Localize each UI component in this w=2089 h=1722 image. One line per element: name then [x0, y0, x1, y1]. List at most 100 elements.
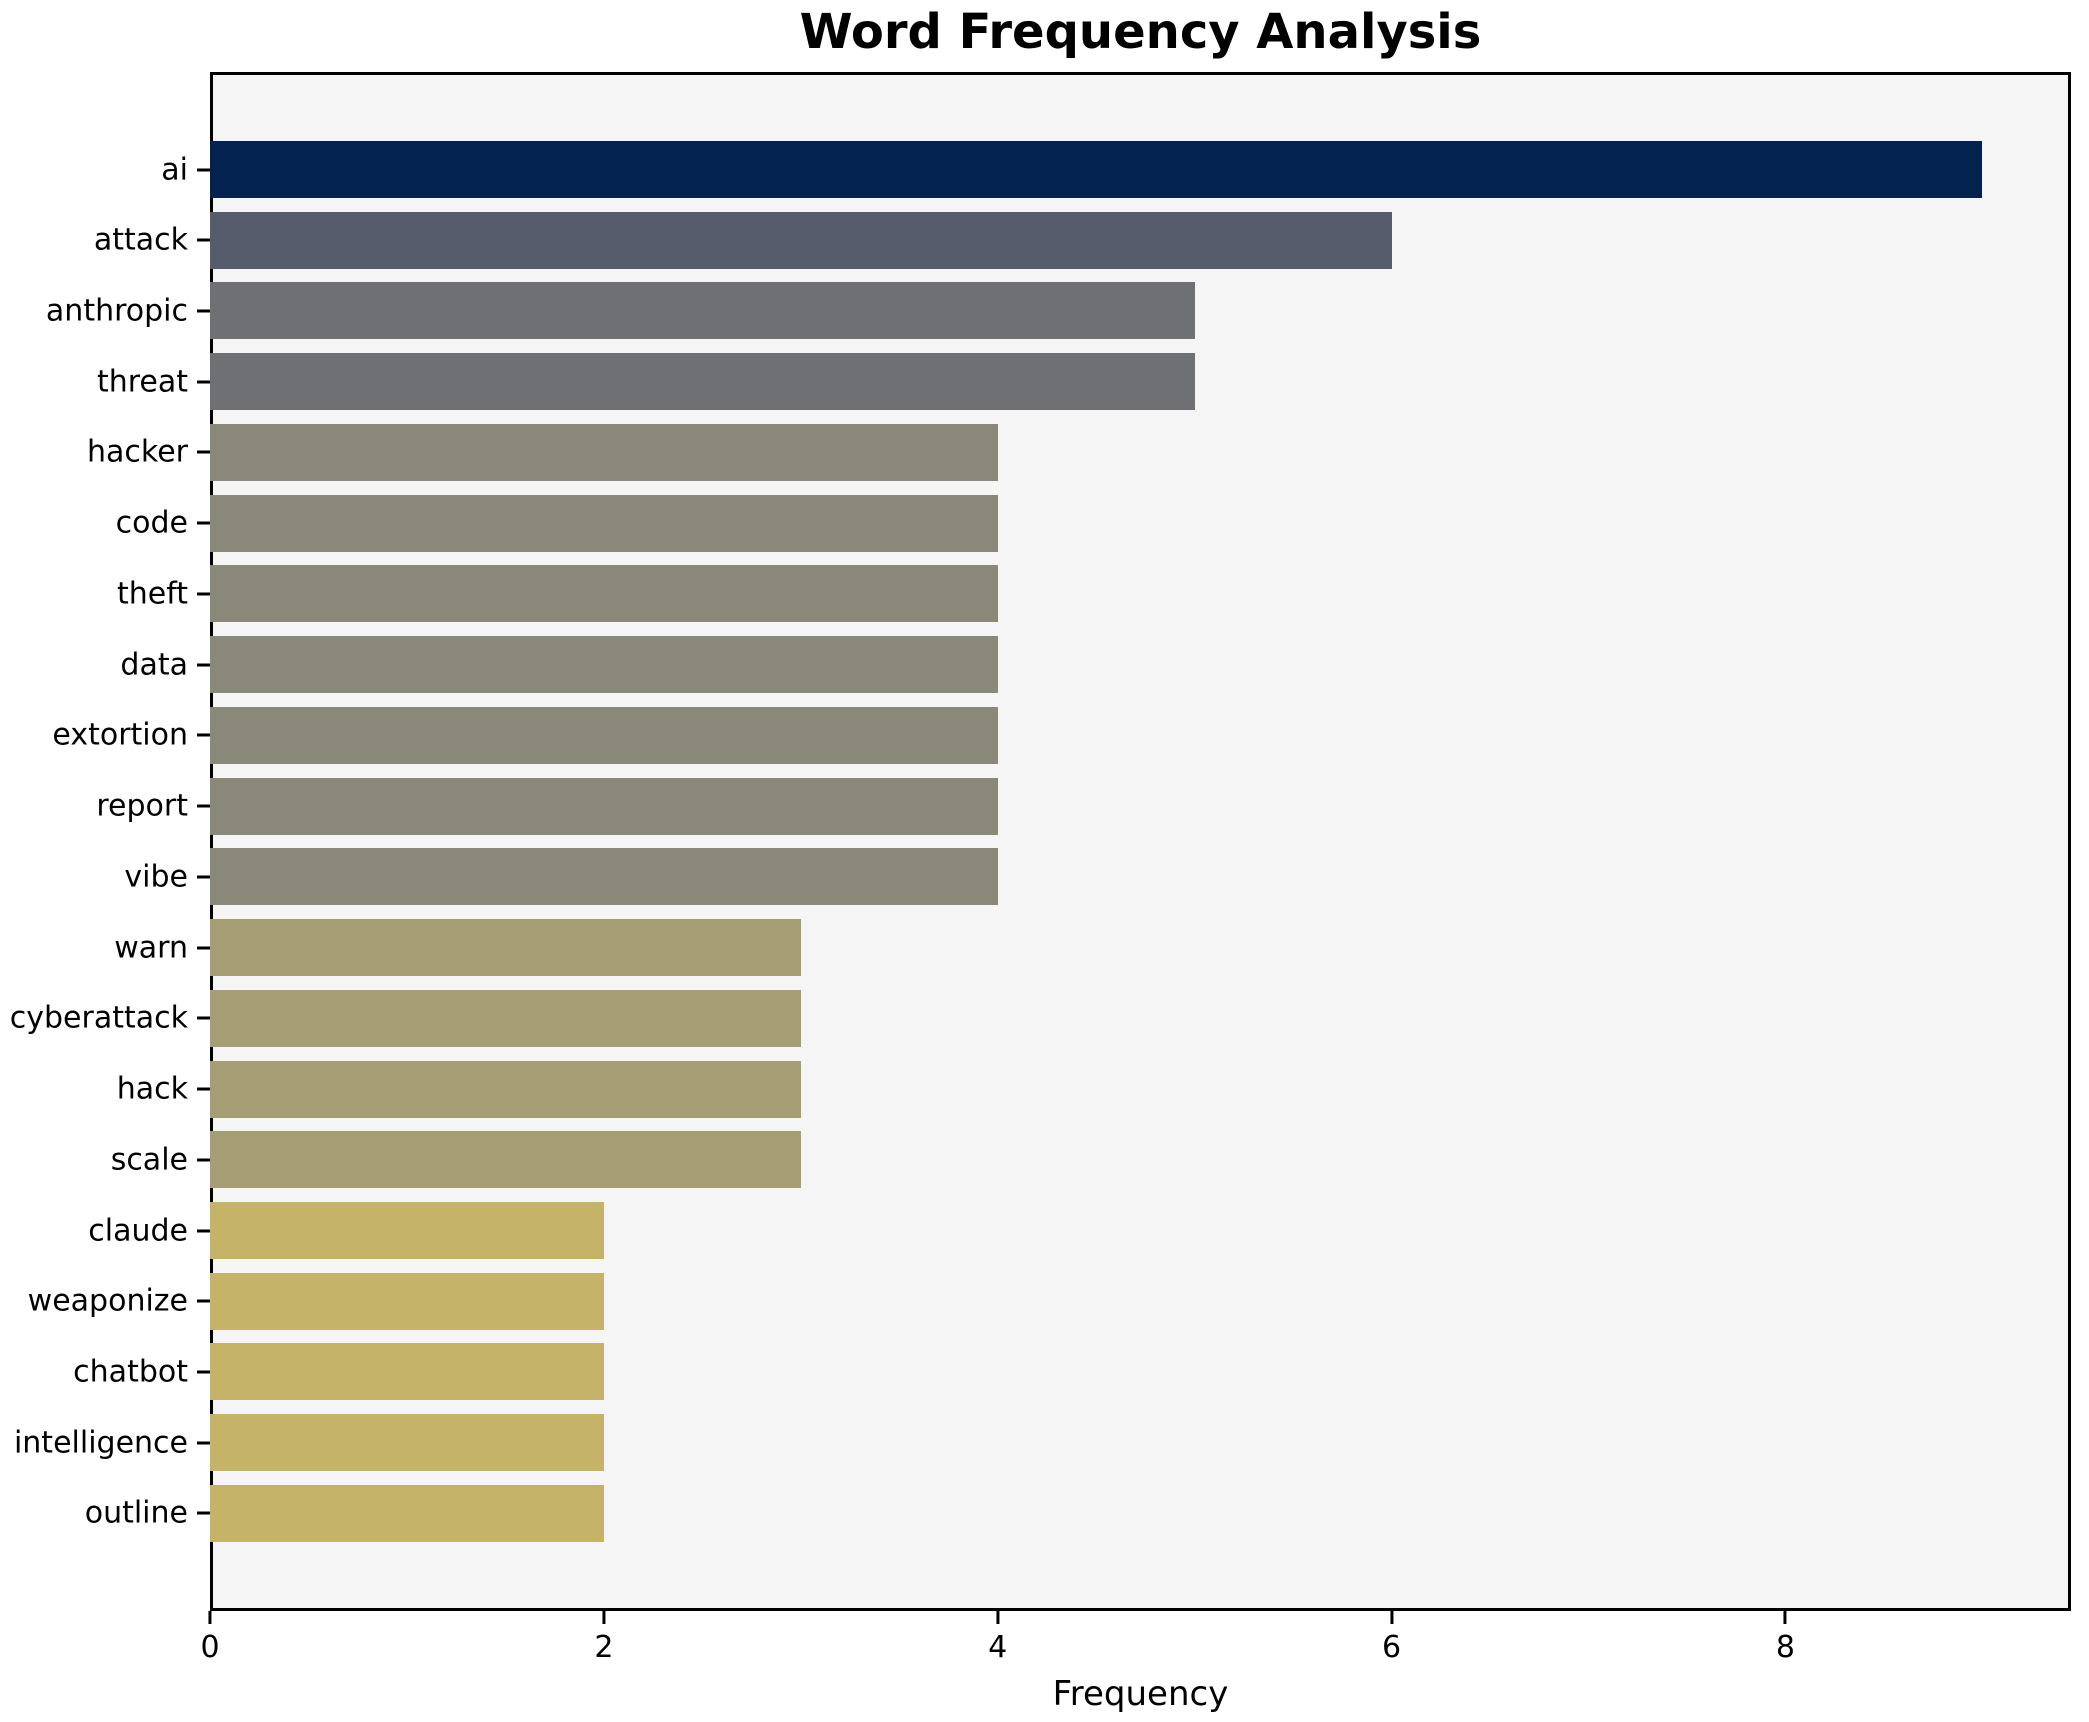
bar-row: report	[96, 777, 2071, 835]
y-axis-label: hacker	[87, 434, 188, 470]
y-axis-label: data	[120, 647, 188, 683]
bar-row: data	[120, 636, 2071, 694]
x-tick: 8	[1776, 1611, 1795, 1665]
y-axis-label: ai	[161, 152, 188, 187]
x-axis: 0 2 4 6 8	[200, 1611, 2071, 1671]
bar	[210, 919, 801, 977]
x-axis-label: Frequency	[1052, 1674, 1229, 1714]
y-tick-mark	[197, 521, 210, 525]
bar	[210, 282, 1195, 340]
x-tick: 2	[594, 1611, 613, 1665]
x-tick-label: 8	[1775, 1630, 1795, 1665]
bar	[210, 1060, 801, 1118]
bar-row: warn	[114, 919, 2071, 977]
bar-row: claude	[88, 1202, 2071, 1260]
x-tick-mark	[1390, 1611, 1394, 1624]
bar	[210, 636, 998, 694]
y-tick-mark	[197, 875, 210, 879]
y-axis-label: scale	[110, 1142, 188, 1178]
y-tick-mark	[197, 309, 210, 313]
bar	[210, 1343, 604, 1401]
bar-rows: ai attack anthropic threat hacker code theft da…	[10, 72, 2071, 1611]
x-tick: 4	[988, 1611, 1007, 1665]
y-tick-mark	[197, 1229, 210, 1233]
bar-row: theft	[117, 565, 2071, 623]
y-tick-mark	[197, 1511, 210, 1515]
bar	[210, 1272, 604, 1330]
y-tick-mark	[197, 168, 210, 171]
y-tick-mark	[197, 733, 210, 737]
y-axis-label: extortion	[52, 717, 188, 753]
bar-row: ai	[161, 141, 2071, 198]
y-axis-label: code	[115, 505, 188, 541]
y-axis-label: weaponize	[27, 1283, 188, 1319]
bar	[210, 848, 998, 906]
x-tick: 0	[200, 1611, 220, 1665]
y-tick-mark	[197, 380, 210, 384]
y-axis-label: vibe	[124, 859, 188, 895]
y-axis-label: report	[96, 788, 188, 824]
x-tick-mark	[1783, 1611, 1787, 1624]
x-tick: 6	[1382, 1611, 1401, 1665]
x-tick-label: 2	[594, 1630, 614, 1665]
y-tick-mark	[197, 1016, 210, 1020]
y-tick-mark	[197, 663, 210, 667]
bar-row: scale	[111, 1131, 2071, 1189]
bar-row: outline	[85, 1484, 2071, 1542]
x-tick-mark	[208, 1611, 212, 1624]
y-tick-mark	[197, 946, 210, 950]
bar-row: cyberattack	[10, 989, 2071, 1047]
x-tick-mark	[996, 1611, 1000, 1624]
bar	[210, 494, 998, 552]
x-tick-label: 6	[1382, 1630, 1402, 1665]
y-axis-label: claude	[88, 1213, 188, 1249]
bar	[210, 1484, 604, 1542]
bar	[210, 1202, 604, 1260]
bar-row: code	[116, 494, 2071, 552]
bar-row: hacker	[87, 423, 2071, 481]
bar	[210, 777, 998, 835]
x-tick-label: 0	[200, 1630, 220, 1665]
bar-row: threat	[97, 353, 2071, 411]
bar	[210, 1131, 801, 1189]
bar-row: vibe	[124, 848, 2071, 906]
y-axis-label: intelligence	[13, 1425, 188, 1461]
y-axis-label: chatbot	[73, 1354, 188, 1390]
bar-row: weaponize	[28, 1272, 2071, 1330]
bar-row: extortion	[52, 706, 2071, 764]
y-axis-label: theft	[116, 576, 188, 612]
y-tick-mark	[197, 1441, 210, 1445]
y-axis-label: cyberattack	[9, 1000, 188, 1036]
y-tick-mark	[197, 592, 210, 596]
bar	[210, 353, 1195, 411]
chart-title: Word Frequency Analysis	[799, 4, 1482, 60]
y-tick-mark	[197, 450, 210, 454]
y-axis-label: attack	[93, 222, 188, 258]
y-tick-mark	[197, 1158, 210, 1162]
bar	[210, 423, 998, 481]
bar-row: attack	[94, 211, 2071, 269]
y-axis-label: anthropic	[45, 293, 188, 329]
y-axis-label: hack	[116, 1071, 188, 1107]
y-tick-mark	[197, 238, 210, 242]
y-tick-mark	[197, 1299, 210, 1303]
bar	[210, 211, 1392, 269]
bar-row: anthropic	[46, 282, 2071, 340]
bar-row: intelligence	[14, 1414, 2071, 1472]
y-axis-label: threat	[96, 364, 188, 400]
bar	[210, 565, 998, 623]
bar-row: hack	[117, 1060, 2071, 1118]
y-axis-label: outline	[84, 1495, 188, 1531]
y-axis-label: warn	[114, 930, 188, 966]
y-tick-mark	[197, 804, 210, 808]
bar	[210, 1414, 604, 1472]
y-tick-mark	[197, 1087, 210, 1091]
x-tick-mark	[602, 1611, 606, 1624]
bar	[210, 706, 998, 764]
bar	[210, 141, 1983, 198]
bar	[210, 989, 801, 1047]
bar-row: chatbot	[73, 1343, 2071, 1401]
y-tick-mark	[197, 1370, 210, 1374]
x-tick-label: 4	[988, 1630, 1008, 1665]
